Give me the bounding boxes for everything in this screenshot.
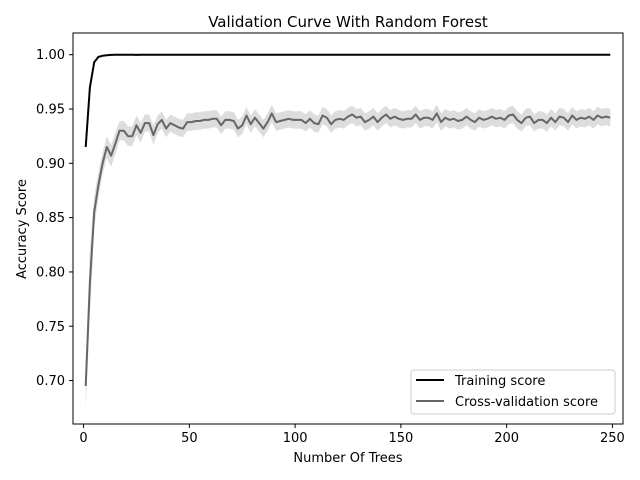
legend-label-training-score: Training score [454,374,545,389]
x-axis: 0 50 100 150 200 250 [79,424,625,446]
y-tick-label: 0.85 [36,211,65,226]
plot-frame [72,32,624,425]
x-tick-label: 0 [79,431,87,446]
x-tick-label: 200 [494,431,519,446]
legend-box [410,369,616,415]
y-tick-label: 0.80 [36,265,65,280]
series-line-training-score [84,53,611,148]
plot-area [84,53,611,408]
x-tick-label: 50 [181,431,198,446]
x-axis-label: Number Of Trees [293,451,402,466]
legend-label-cross-validation-score: Cross-validation score [455,395,598,410]
y-tick-label: 0.95 [36,103,65,118]
band-cross-validation-score [85,104,611,408]
chart-title: Validation Curve With Random Forest [208,13,488,31]
x-tick-label: 150 [388,431,413,446]
band-training-score [85,54,611,153]
legend: Training score Cross-validation score [410,369,616,415]
series-line-cross-validation-score [84,112,611,387]
y-tick-label: 0.70 [36,374,65,389]
y-tick-label: 1.00 [36,48,65,63]
y-axis: 0.70 0.75 0.80 0.85 0.90 0.95 1.00 [36,48,73,389]
x-tick-label: 100 [283,431,308,446]
y-tick-label: 0.90 [36,157,65,172]
x-tick-label: 250 [600,431,625,446]
y-tick-label: 0.75 [36,320,65,335]
y-axis-label: Accuracy Score [15,179,30,279]
